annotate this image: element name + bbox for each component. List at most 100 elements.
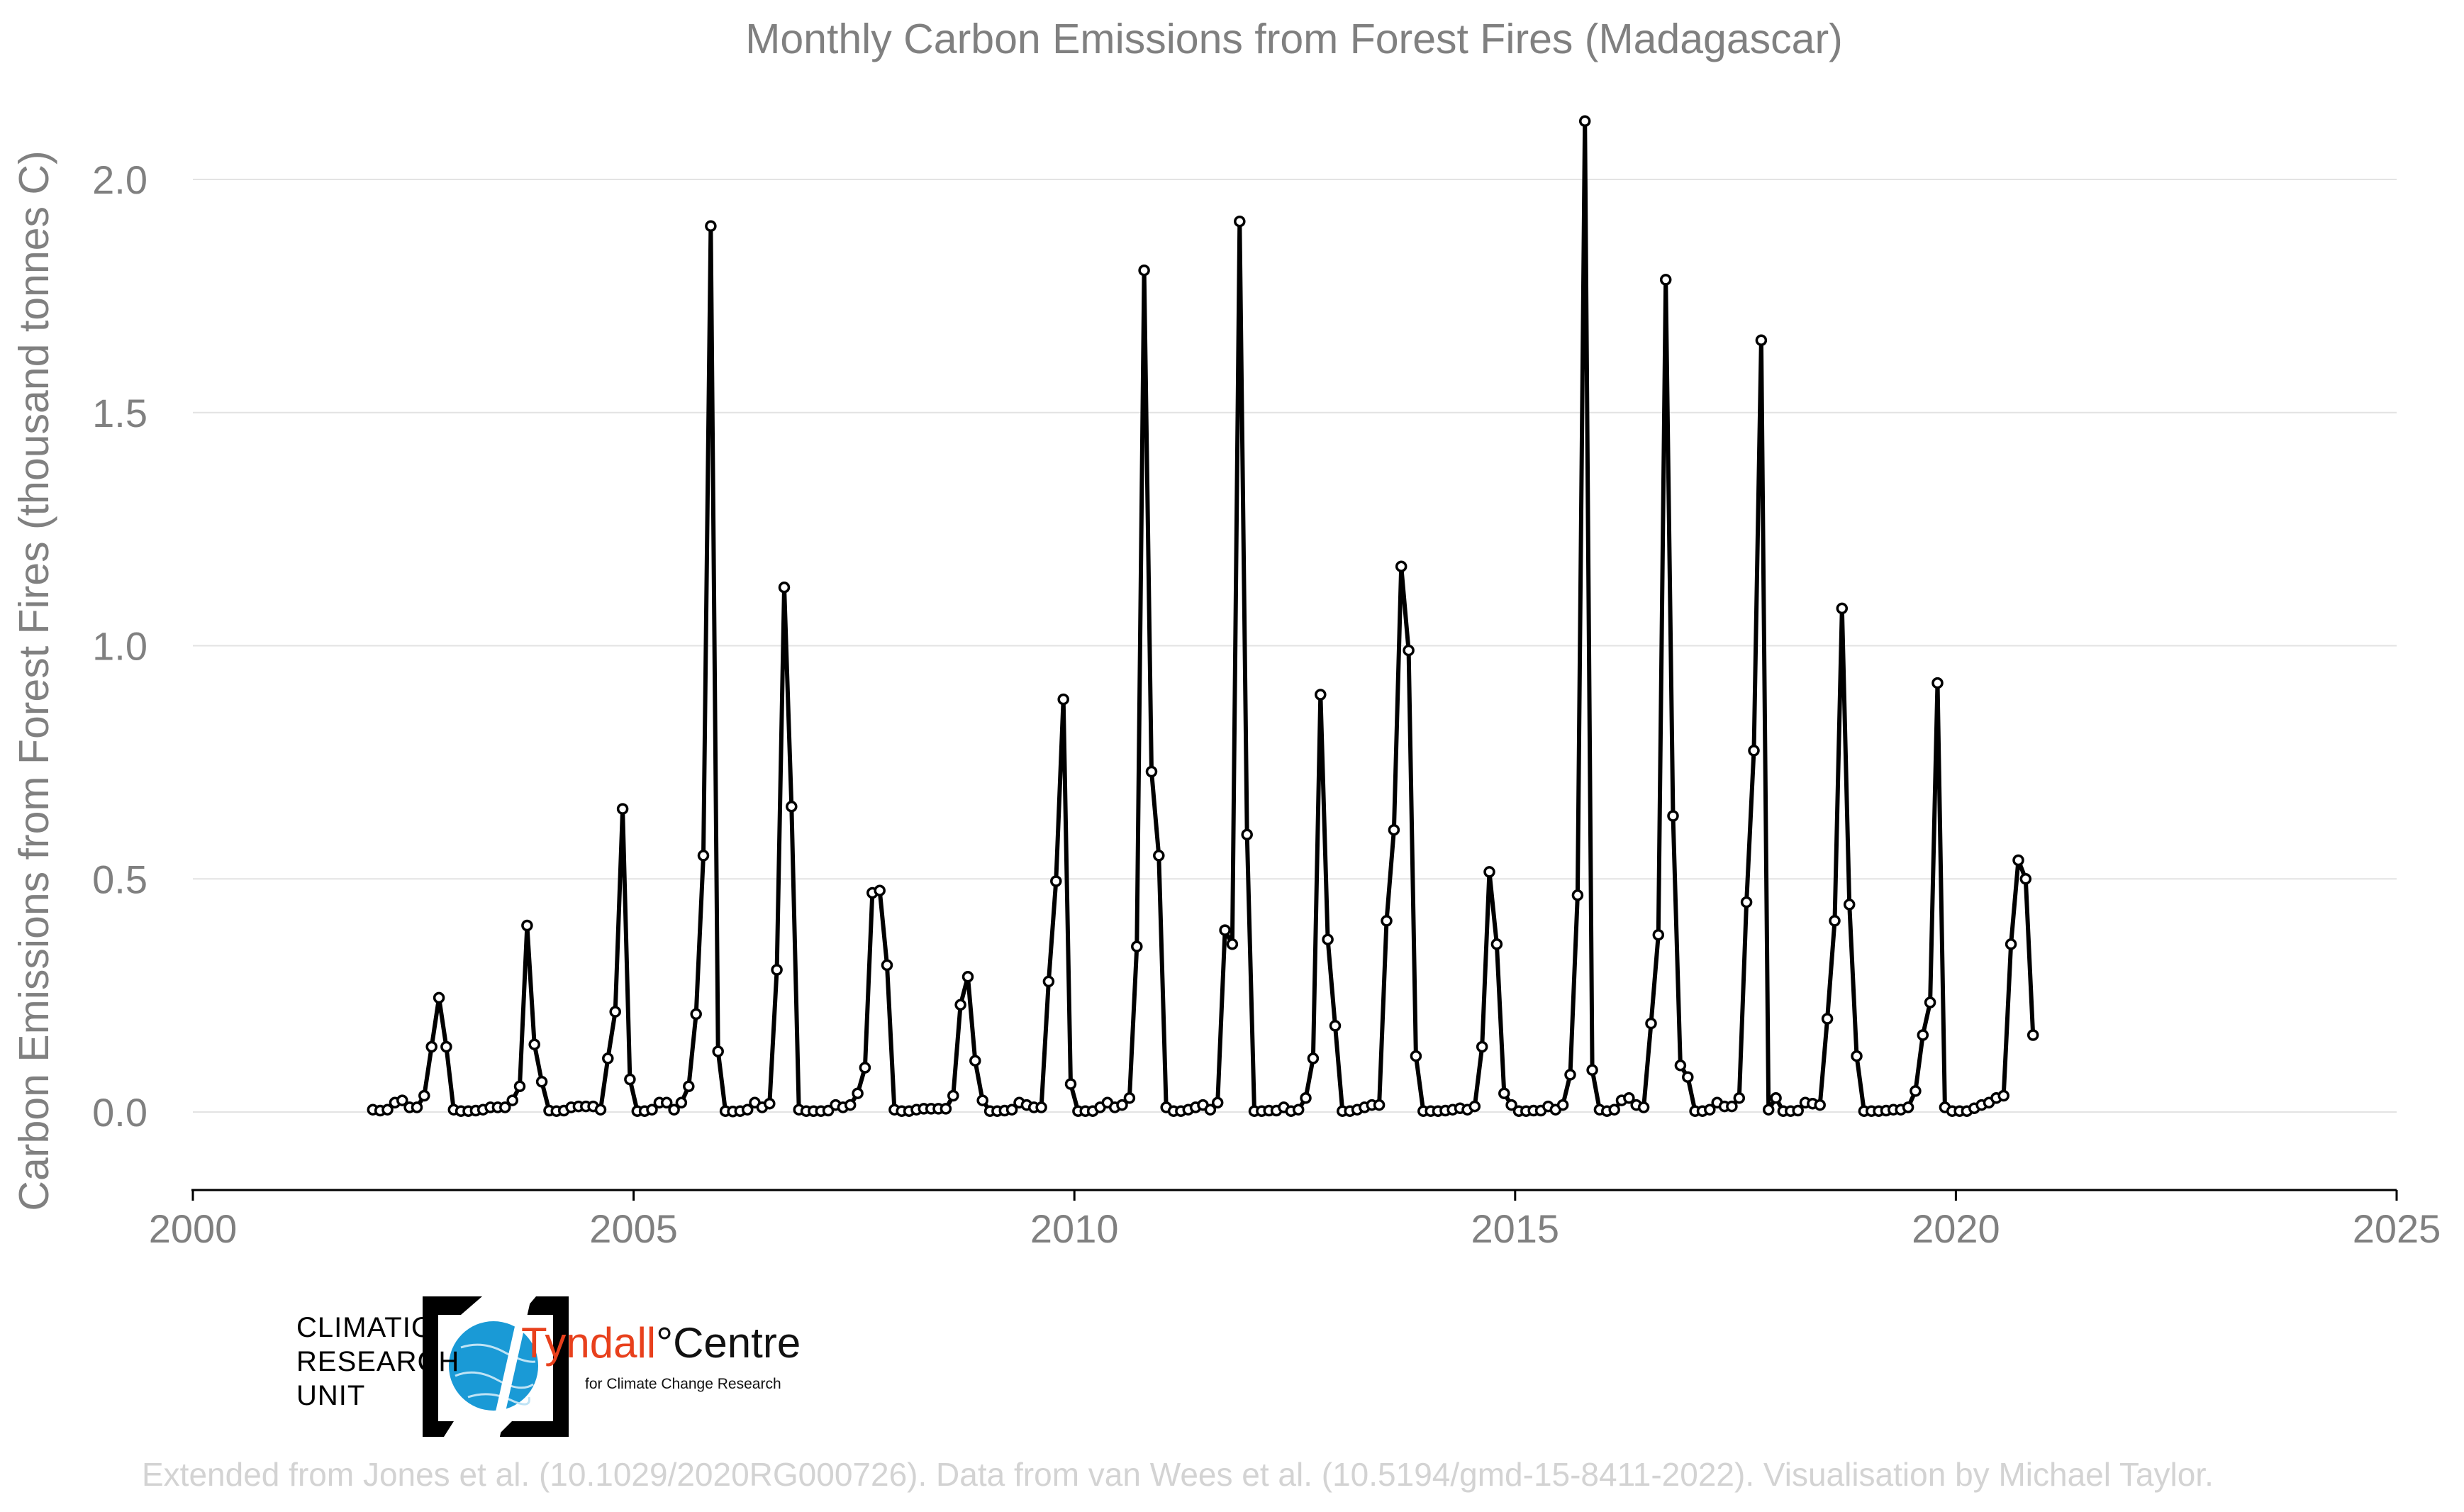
data-point	[786, 801, 798, 813]
data-point	[660, 1096, 673, 1109]
data-point	[1064, 1078, 1077, 1090]
data-point	[741, 1104, 754, 1116]
data-point	[1145, 765, 1158, 778]
series-markers	[367, 115, 2039, 1118]
data-point	[940, 1103, 952, 1115]
data-point	[1740, 896, 1753, 908]
data-point	[1586, 1064, 1598, 1077]
data-point	[961, 971, 974, 983]
data-point	[1997, 1089, 2009, 1102]
y-tick-label: 1.0	[92, 624, 147, 669]
data-point	[712, 1045, 724, 1057]
data-point	[1292, 1104, 1305, 1116]
data-point	[2012, 854, 2024, 867]
tyndall-logo: Tyndall°Centre	[521, 1321, 801, 1366]
data-point	[1762, 1104, 1775, 1116]
data-point	[697, 850, 710, 862]
data-point	[675, 1096, 688, 1109]
data-point	[499, 1101, 511, 1113]
credit-text: Extended from Jones et al. (10.1029/2020…	[142, 1456, 2214, 1493]
data-point	[1571, 889, 1584, 901]
x-tick-label: 2000	[149, 1206, 238, 1251]
data-point	[1307, 1052, 1320, 1064]
data-point	[1645, 1017, 1657, 1030]
x-tick-label: 2010	[1030, 1206, 1119, 1251]
data-point	[1829, 915, 1841, 927]
data-point	[1315, 689, 1327, 701]
tyndall-logo-subtitle: for Climate Change Research	[585, 1376, 781, 1392]
data-point	[881, 959, 893, 972]
data-point	[1748, 745, 1760, 757]
data-point	[947, 1089, 959, 1102]
cru-logo	[423, 1295, 569, 1440]
series-line	[372, 118, 2036, 1114]
data-point	[1674, 1060, 1687, 1072]
cru-bracket-right-icon	[496, 1296, 569, 1437]
tyndall-logo-part1: Tyndall	[521, 1319, 657, 1367]
data-point	[1917, 1029, 1929, 1041]
data-point	[822, 1104, 835, 1117]
data-point	[1322, 933, 1334, 945]
data-point	[1814, 1099, 1826, 1111]
cru-logo-text: CLIMATIC RESEARCH UNIT	[296, 1311, 459, 1413]
data-point	[396, 1094, 408, 1106]
y-tick-label: 0.5	[92, 857, 147, 901]
data-point	[1153, 850, 1165, 862]
data-point	[778, 582, 791, 594]
data-point	[1836, 602, 1849, 615]
data-point	[1123, 1092, 1136, 1104]
data-point	[433, 991, 445, 1004]
data-point	[2005, 938, 2017, 950]
data-point	[506, 1094, 518, 1106]
cru-bracket-left-icon	[423, 1296, 482, 1437]
data-point	[683, 1080, 695, 1093]
data-point	[1035, 1101, 1047, 1113]
data-point	[1373, 1099, 1386, 1111]
data-point	[1042, 975, 1055, 988]
data-point	[668, 1104, 680, 1116]
data-point	[1652, 928, 1665, 941]
data-point	[513, 1080, 526, 1093]
data-point	[411, 1101, 423, 1113]
data-point	[1381, 915, 1393, 927]
data-point	[1403, 644, 1415, 657]
data-point	[1851, 1050, 1863, 1062]
data-point	[1755, 334, 1768, 347]
data-point	[1564, 1069, 1576, 1081]
data-point	[1219, 924, 1231, 936]
cru-line-2: RESEARCH	[296, 1346, 460, 1377]
y-tick-label: 1.5	[92, 391, 147, 435]
data-point	[1924, 996, 1936, 1008]
data-point	[1057, 693, 1069, 706]
data-point	[1116, 1099, 1128, 1111]
data-point	[1329, 1020, 1342, 1032]
data-point	[1468, 1100, 1481, 1113]
y-tick-labels: 0.0 0.5 1.0 1.5 2.0	[92, 157, 147, 1135]
data-point	[1770, 1092, 1782, 1104]
data-point	[1410, 1050, 1422, 1062]
data-point	[1388, 823, 1400, 836]
data-point	[1608, 1104, 1620, 1116]
data-point	[690, 1008, 702, 1021]
data-point	[859, 1062, 871, 1074]
data-point	[852, 1087, 864, 1099]
chart-title: Monthly Carbon Emissions from Forest Fir…	[745, 16, 1843, 62]
data-point	[1050, 875, 1062, 887]
x-tick-label: 2020	[1912, 1206, 2000, 1251]
data-point	[646, 1104, 658, 1116]
data-point	[954, 999, 966, 1011]
data-point	[1726, 1100, 1738, 1113]
data-point	[1578, 115, 1591, 128]
data-point	[1931, 677, 1944, 689]
data-point	[1483, 866, 1495, 878]
data-point	[1204, 1104, 1217, 1116]
data-point	[1395, 560, 1407, 572]
data-point	[602, 1052, 614, 1064]
data-point	[1476, 1040, 1488, 1053]
data-point	[1241, 828, 1253, 841]
series-path	[372, 118, 2036, 1114]
data-point	[771, 964, 783, 976]
data-point	[1910, 1085, 1922, 1097]
data-point	[425, 1040, 437, 1053]
data-point	[1821, 1013, 1834, 1025]
